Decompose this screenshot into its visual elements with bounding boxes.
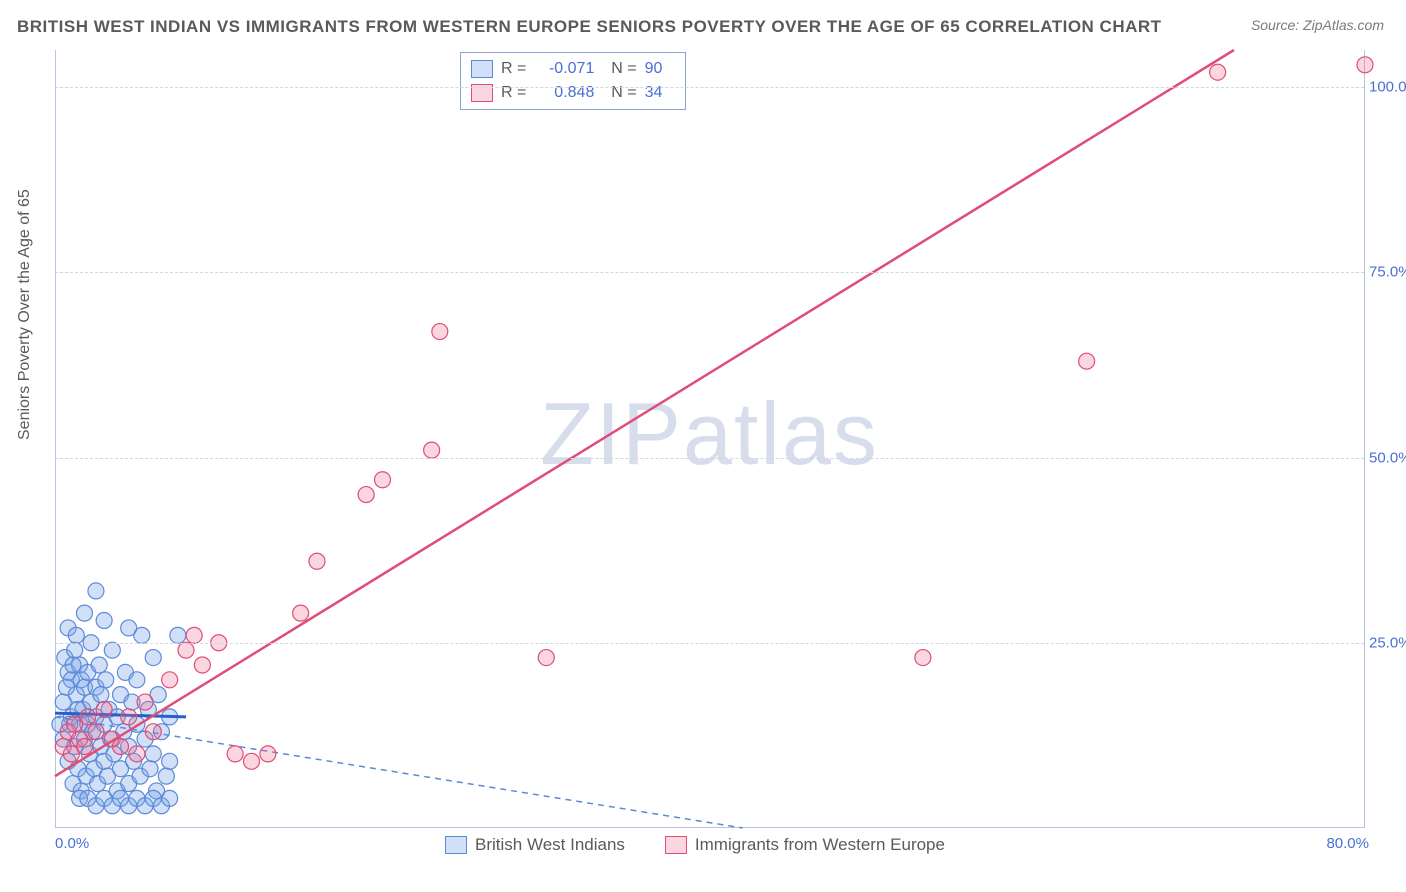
data-point — [121, 709, 137, 725]
y-tick-label: 25.0% — [1369, 634, 1406, 651]
data-point — [113, 738, 129, 754]
data-point — [1079, 353, 1095, 369]
data-point — [91, 657, 107, 673]
chart-title: BRITISH WEST INDIAN VS IMMIGRANTS FROM W… — [17, 17, 1162, 37]
source-attribution: Source: ZipAtlas.com — [1251, 17, 1384, 33]
data-point — [58, 679, 74, 695]
data-point — [293, 605, 309, 621]
legend-series-label: Immigrants from Western Europe — [695, 835, 945, 855]
data-point — [129, 672, 145, 688]
plot-area: ZIPatlas R = -0.071 N = 90R = 0.848 N = … — [55, 50, 1365, 828]
legend-series-item: British West Indians — [445, 835, 625, 855]
data-point — [137, 694, 153, 710]
data-point — [424, 442, 440, 458]
data-point — [375, 472, 391, 488]
gridline — [55, 87, 1364, 88]
y-tick-label: 100.0% — [1369, 79, 1406, 96]
data-point — [915, 650, 931, 666]
legend-n-value: 90 — [645, 57, 675, 81]
data-point — [186, 627, 202, 643]
data-point — [104, 642, 120, 658]
data-point — [145, 650, 161, 666]
data-point — [76, 605, 92, 621]
data-point — [121, 620, 137, 636]
legend-series: British West Indians Immigrants from West… — [445, 835, 945, 855]
data-point — [88, 724, 104, 740]
legend-r-value: -0.071 — [534, 57, 594, 81]
data-point — [129, 746, 145, 762]
legend-n-value: 34 — [645, 81, 675, 105]
x-tick-label: 0.0% — [55, 835, 89, 852]
data-point — [162, 672, 178, 688]
gridline — [55, 643, 1364, 644]
data-point — [162, 790, 178, 806]
legend-series-label: British West Indians — [475, 835, 625, 855]
y-axis-label: Seniors Poverty Over the Age of 65 — [16, 189, 34, 440]
data-point — [98, 672, 114, 688]
data-point — [142, 761, 158, 777]
legend-r-value: 0.848 — [534, 81, 594, 105]
data-point — [55, 694, 71, 710]
legend-series-item: Immigrants from Western Europe — [665, 835, 945, 855]
data-point — [145, 724, 161, 740]
y-tick-label: 50.0% — [1369, 449, 1406, 466]
legend-n-label: N = — [602, 81, 636, 105]
data-point — [194, 657, 210, 673]
x-tick-label: 80.0% — [1326, 835, 1369, 852]
legend-r-label: R = — [501, 57, 526, 81]
data-point — [96, 701, 112, 717]
data-point — [170, 627, 186, 643]
data-point — [1357, 57, 1373, 73]
legend-swatch — [665, 836, 687, 854]
data-point — [162, 753, 178, 769]
data-point — [260, 746, 276, 762]
legend-swatch — [445, 836, 467, 854]
data-point — [309, 553, 325, 569]
data-point — [158, 768, 174, 784]
trend-line — [55, 50, 1234, 776]
data-point — [178, 642, 194, 658]
data-point — [67, 642, 83, 658]
data-point — [76, 738, 92, 754]
legend-row: R = -0.071 N = 90 — [471, 57, 675, 81]
data-point — [432, 324, 448, 340]
legend-row: R = 0.848 N = 34 — [471, 81, 675, 105]
data-point — [227, 746, 243, 762]
legend-r-label: R = — [501, 81, 526, 105]
data-point — [80, 709, 96, 725]
data-point — [65, 657, 81, 673]
y-tick-label: 75.0% — [1369, 264, 1406, 281]
data-point — [1210, 64, 1226, 80]
legend-correlation: R = -0.071 N = 90R = 0.848 N = 34 — [460, 52, 686, 110]
data-point — [96, 613, 112, 629]
data-point — [145, 746, 161, 762]
data-point — [68, 627, 84, 643]
data-point — [244, 753, 260, 769]
data-point — [93, 687, 109, 703]
legend-n-label: N = — [602, 57, 636, 81]
data-point — [88, 583, 104, 599]
gridline — [55, 458, 1364, 459]
chart-svg — [55, 50, 1364, 827]
gridline — [55, 272, 1364, 273]
legend-swatch — [471, 60, 493, 78]
data-point — [538, 650, 554, 666]
data-point — [358, 487, 374, 503]
